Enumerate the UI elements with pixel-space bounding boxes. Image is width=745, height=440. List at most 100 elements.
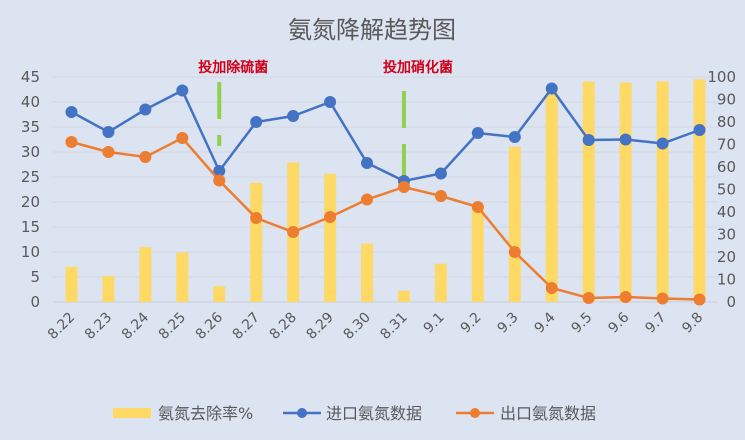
- legend-swatch-bar: [113, 408, 151, 418]
- legend-label: 进口氨氮数据: [326, 404, 422, 423]
- data-point: [139, 103, 152, 116]
- right-axis-tick-label: 20: [717, 248, 736, 266]
- data-point: [434, 190, 447, 202]
- bar: [471, 207, 484, 302]
- bar: [250, 182, 263, 302]
- legend-marker: [297, 408, 307, 418]
- bar: [434, 263, 447, 302]
- right-axis-tick-label: 40: [717, 203, 736, 221]
- annotation-markers: [217, 82, 406, 178]
- x-axis-tick-label: 8.31: [377, 310, 410, 343]
- x-axis-tick-label: 8.25: [156, 310, 189, 343]
- chart-title: 氨氮降解趋势图: [288, 16, 456, 44]
- left-axis-tick-label: 35: [21, 118, 40, 136]
- data-point: [434, 167, 447, 180]
- x-axis-tick-label: 8.30: [341, 310, 374, 343]
- right-axis-tick-label: 50: [717, 181, 736, 199]
- annotation-label: 投加除硫菌: [198, 59, 268, 76]
- bar: [397, 290, 410, 302]
- left-axis-tick-label: 0: [30, 293, 40, 311]
- data-point: [693, 293, 706, 306]
- bar: [582, 81, 595, 302]
- legend-marker: [470, 408, 480, 418]
- x-axis-tick-label: 8.26: [193, 309, 226, 342]
- left-axis-tick-label: 40: [21, 93, 40, 111]
- right-axis-tick-label: 100: [707, 68, 736, 86]
- left-axis-tick-label: 5: [30, 268, 40, 286]
- data-point: [361, 193, 374, 206]
- data-point: [471, 201, 484, 213]
- left-axis-tick-label: 15: [21, 218, 40, 236]
- annotation-label: 投加硝化菌: [383, 59, 453, 76]
- bar: [656, 81, 669, 302]
- bar: [65, 266, 78, 302]
- data-point: [176, 84, 189, 97]
- line-series: [65, 82, 706, 306]
- right-axis-ticks: 0 10 20 30 40 50 60 70 80 90 100: [707, 68, 736, 311]
- data-point: [250, 116, 263, 128]
- x-axis-ticks: 8.22 8.23 8.24 8.25 8.26 8.27 8.28 8.29 8.30 8.31…: [45, 309, 706, 342]
- x-axis-tick-label: 9.4: [532, 309, 559, 336]
- data-point: [508, 131, 521, 143]
- data-point: [287, 226, 300, 238]
- data-point: [582, 292, 595, 304]
- data-point: [619, 291, 632, 303]
- bar: [508, 146, 521, 302]
- x-axis-tick-label: 8.28: [267, 310, 300, 343]
- data-point: [65, 106, 78, 118]
- bar-series: [65, 79, 706, 302]
- data-point: [213, 174, 226, 187]
- bar: [176, 252, 189, 302]
- left-axis-tick-label: 30: [21, 143, 40, 161]
- right-axis-tick-label: 90: [717, 91, 736, 109]
- data-point: [397, 181, 410, 193]
- x-axis-tick-label: 8.27: [230, 310, 263, 343]
- data-point: [65, 136, 78, 148]
- data-point: [324, 96, 337, 108]
- bar: [545, 90, 558, 302]
- data-point: [176, 132, 189, 144]
- left-axis-tick-label: 20: [21, 193, 40, 211]
- data-point: [250, 212, 263, 224]
- legend-label: 氨氮去除率%: [158, 404, 253, 423]
- legend-label: 出口氨氮数据: [500, 404, 596, 423]
- x-axis-tick-label: 9.8: [679, 310, 706, 337]
- bar: [102, 275, 115, 302]
- data-point: [102, 126, 115, 138]
- right-axis-tick-label: 30: [717, 226, 736, 244]
- series-line: [71, 136, 700, 301]
- data-point: [582, 134, 595, 146]
- series-line: [70, 86, 700, 183]
- x-axis-tick-label: 9.1: [421, 310, 448, 337]
- data-point: [656, 292, 669, 305]
- left-axis-ticks: 0 5 10 15 20 25 30 35 40 45: [21, 68, 40, 311]
- gridlines: [53, 76, 718, 303]
- bar: [139, 247, 152, 302]
- bar: [324, 173, 337, 302]
- bar: [213, 286, 226, 302]
- x-axis-tick-label: 8.29: [304, 310, 337, 343]
- data-point: [361, 157, 374, 169]
- legend: 氨氮去除率% 进口氨氮数据 出口氨氮数据: [113, 404, 596, 423]
- data-point: [139, 151, 152, 163]
- right-axis-tick-label: 70: [717, 136, 736, 154]
- data-point: [102, 146, 115, 158]
- bar: [693, 79, 706, 302]
- x-axis-tick-label: 9.3: [495, 310, 522, 337]
- x-axis-tick-label: 8.24: [119, 309, 152, 342]
- left-axis-tick-label: 45: [21, 68, 40, 86]
- data-point: [213, 165, 226, 177]
- data-point: [545, 282, 558, 294]
- data-point: [693, 124, 706, 136]
- x-axis-tick-label: 9.7: [642, 310, 669, 337]
- bar: [361, 243, 374, 302]
- right-axis-tick-label: 10: [717, 271, 736, 289]
- data-point: [545, 82, 558, 95]
- x-axis-tick-label: 9.6: [605, 309, 632, 336]
- data-point: [287, 110, 300, 122]
- data-point: [471, 127, 484, 139]
- x-axis-tick-label: 9.5: [568, 310, 595, 337]
- data-point: [619, 133, 632, 146]
- left-axis-tick-label: 25: [21, 168, 40, 186]
